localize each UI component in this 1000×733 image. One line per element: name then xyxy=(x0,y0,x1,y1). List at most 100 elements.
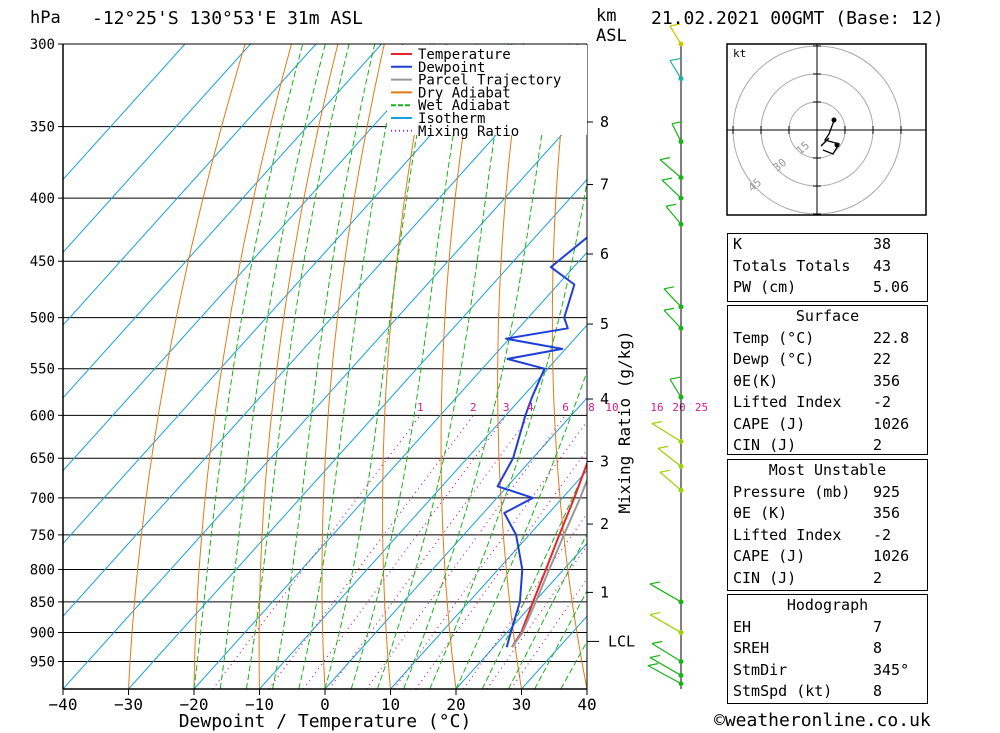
pressure-tick-label: 700 xyxy=(30,491,55,507)
copyright-link[interactable]: ©weatheronline.co.uk xyxy=(714,710,931,731)
wet-adiabat-line xyxy=(272,44,376,689)
legend-item-label: Wet Adiabat xyxy=(418,98,511,114)
index-label: Lifted Index xyxy=(733,525,842,544)
hodograph-storm-motion xyxy=(820,137,830,147)
mixing-ratio-label: 10 xyxy=(605,401,618,414)
wind-barb-shaft xyxy=(663,288,682,308)
wet-adiabat-line xyxy=(350,44,470,689)
isotherm-line xyxy=(390,469,587,689)
index-label: Dewp (°C) xyxy=(733,350,815,368)
wind-barb-shaft xyxy=(649,614,682,634)
wind-barb-shaft xyxy=(665,205,682,225)
index-label: PW (cm) xyxy=(733,278,797,296)
wind-barb-flag xyxy=(657,445,669,449)
index-value: 2 xyxy=(873,436,883,454)
index-label: θE (K) xyxy=(733,504,788,522)
wet-adiabat-line xyxy=(507,532,587,689)
isotherm-line xyxy=(63,44,186,181)
surface-header: Surface xyxy=(795,307,860,325)
wind-barb-shaft xyxy=(651,422,682,442)
hodograph-inner xyxy=(727,44,926,215)
isotherm-line xyxy=(63,44,382,399)
hodograph-table-panel: Hodograph EH 7 SREH 8 StmDir 345° StmSpd (kt) 8 xyxy=(727,594,928,704)
wet-adiabat-line xyxy=(219,44,326,689)
km-tick-label: 5 xyxy=(600,315,609,333)
wind-barb-flag xyxy=(669,23,681,27)
hodograph-unit-label: kt xyxy=(733,47,746,60)
wind-barb-flag xyxy=(659,469,671,473)
index-label: θE(K) xyxy=(733,371,779,390)
surface-panel: Surface Temp (°C) 22.8 Dewp (°C) 22 θE(K) 356… xyxy=(727,305,928,455)
index-label: Temp (°C) xyxy=(733,328,815,347)
wind-barb-flag xyxy=(649,581,661,585)
mixing-ratio-line xyxy=(303,414,507,689)
dry-adiabat-line xyxy=(497,44,525,689)
index-label: EH xyxy=(733,617,752,636)
isotherm-line xyxy=(324,397,587,689)
pressure-tick-label: 950 xyxy=(30,655,55,671)
wind-barb-flag xyxy=(661,177,673,181)
km-tick-label: 3 xyxy=(600,453,609,471)
wet-adiabat-line xyxy=(324,44,435,689)
dry-adiabat-line xyxy=(382,44,432,689)
index-value: 8 xyxy=(873,639,883,657)
most-unstable-panel: Most Unstable Pressure (mb) 925 θE (K) 356 L… xyxy=(727,459,928,591)
wind-barb-flag xyxy=(669,57,681,62)
temperature-tick-label: −10 xyxy=(245,695,274,714)
index-value: 7 xyxy=(873,617,883,636)
temperature-tick-label: 40 xyxy=(577,695,596,714)
temperature-tick-label: 30 xyxy=(512,695,531,714)
mixing-ratio-label: 3 xyxy=(503,401,510,414)
isotherm-line xyxy=(193,251,587,689)
index-row: CAPE (J) 1026 xyxy=(728,546,927,568)
wet-adiabat-line xyxy=(245,44,350,689)
isotherm-line xyxy=(63,44,317,326)
series-parcel-trajectory xyxy=(511,477,587,648)
wind-barb-shaft xyxy=(657,447,682,467)
pressure-tick-label: 350 xyxy=(30,120,55,136)
index-value: 8 xyxy=(873,682,883,700)
hodograph-point xyxy=(831,117,837,123)
wind-barb-shaft xyxy=(661,179,682,199)
asl-label: ASL xyxy=(596,26,627,46)
dry-adiabat-line xyxy=(657,44,718,689)
km-tick-label: 7 xyxy=(600,176,609,194)
temperature-tick-label: 0 xyxy=(320,695,330,714)
dry-adiabat-line xyxy=(551,44,587,689)
index-label: Lifted Index xyxy=(733,393,842,411)
wind-barb-flag xyxy=(651,420,663,425)
pressure-tick-label: 650 xyxy=(30,451,55,467)
temperature-tick-label: 10 xyxy=(381,695,400,714)
wet-adiabat-line xyxy=(455,370,587,689)
isotherm-line xyxy=(128,178,587,689)
wet-adiabat-line xyxy=(403,44,556,689)
km-label: km xyxy=(596,6,617,26)
index-value: 22.8 xyxy=(873,328,910,347)
legend-item-label: Temperature xyxy=(418,47,511,63)
km-tick-label: 1 xyxy=(600,583,609,601)
hodograph-trace xyxy=(822,117,840,155)
hpa-label: hPa xyxy=(30,8,61,28)
hodograph-table-header: Hodograph xyxy=(786,596,869,614)
series-dewpoint xyxy=(496,236,587,648)
index-value: -2 xyxy=(873,393,892,411)
isotherm-line xyxy=(259,324,587,689)
pressure-tick-label: 600 xyxy=(30,408,55,424)
index-value: 5.06 xyxy=(873,278,910,296)
index-value: 345° xyxy=(873,660,910,679)
index-value: 356 xyxy=(873,371,901,390)
wind-barb-shaft xyxy=(659,159,682,179)
mixing-ratio-label: 20 xyxy=(672,401,685,414)
wet-adiabat-line xyxy=(193,44,304,689)
wind-barb-shaft xyxy=(671,123,682,142)
legend-item-label: Mixing Ratio xyxy=(418,124,519,140)
pressure-tick-label: 750 xyxy=(30,528,55,544)
wind-barb-shaft xyxy=(663,309,682,329)
index-row: CIN (J) 2 xyxy=(728,568,927,590)
index-row: Lifted Index -2 xyxy=(728,525,927,547)
mixing-ratio-axis-title: Mixing Ratio (g/kg) xyxy=(615,330,634,513)
mixing-ratio-line xyxy=(393,420,587,689)
index-row: StmDir 345° xyxy=(728,660,927,682)
